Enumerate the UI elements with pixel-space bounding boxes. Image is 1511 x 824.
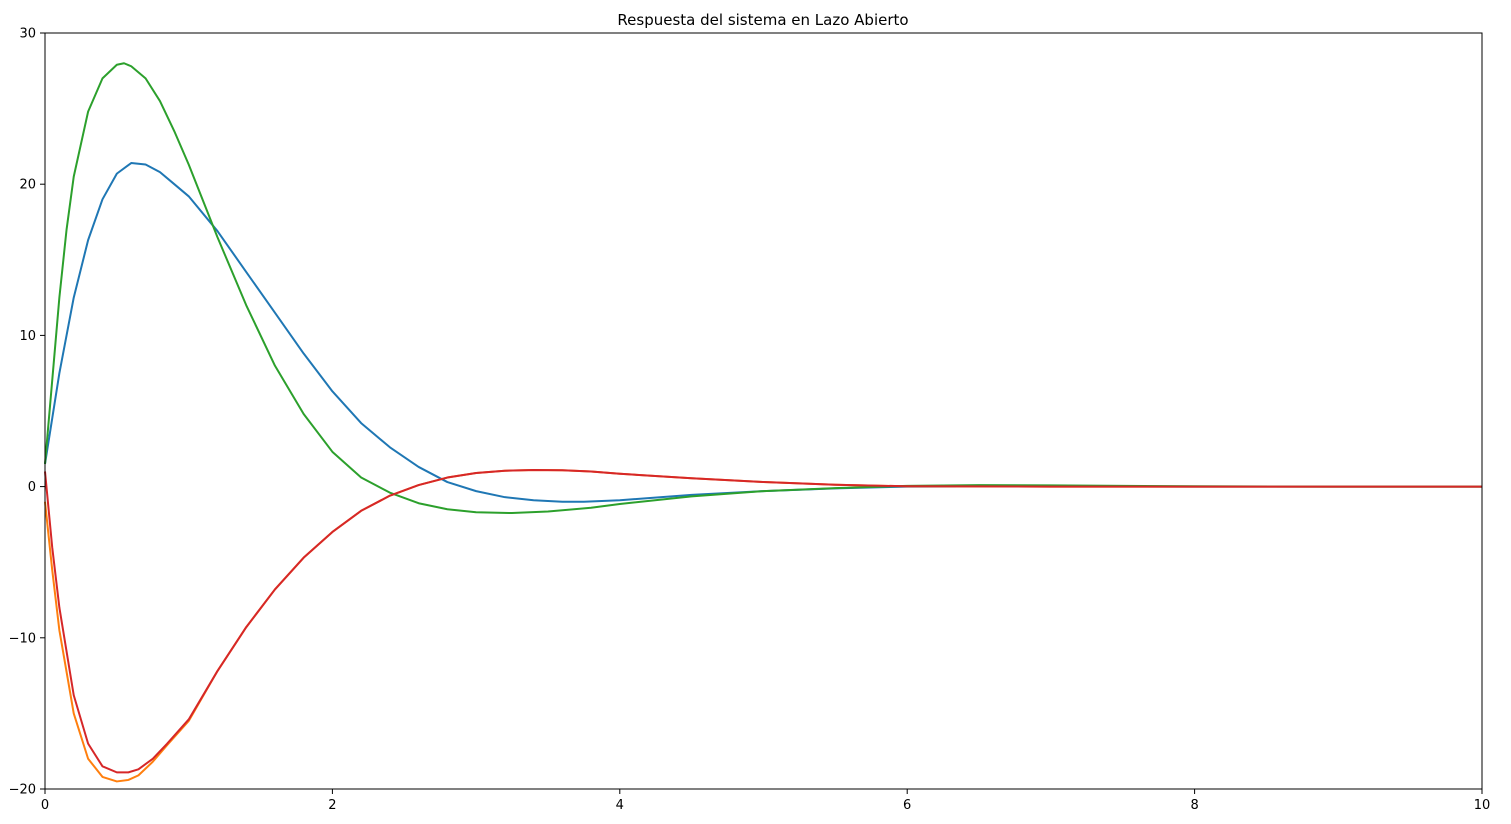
x-tick-label: 10 [1474, 798, 1491, 813]
x-axis-ticks: 0 2 4 6 8 10 [41, 789, 1490, 813]
x-tick-label: 8 [1190, 798, 1198, 813]
series-line-4 [44, 468, 1482, 774]
y-tick-label: −10 [9, 631, 36, 646]
y-tick-label: 30 [19, 27, 36, 42]
series-line-3 [44, 62, 1482, 515]
y-tick-label: −20 [9, 783, 36, 798]
plot-frame [44, 32, 1483, 790]
chart-title: Respuesta del sistema en Lazo Abierto [617, 11, 908, 29]
x-tick-label: 6 [903, 798, 911, 813]
x-tick-label: 4 [616, 798, 624, 813]
x-tick-label: 0 [41, 798, 49, 813]
series-layer [44, 62, 1482, 783]
series-line-1 [44, 162, 1482, 503]
series-line-2 [44, 468, 1482, 783]
y-tick-label: 10 [19, 329, 36, 344]
y-tick-label: 0 [28, 480, 36, 495]
y-axis-ticks: −20 −10 0 10 20 30 [9, 27, 45, 798]
x-tick-label: 2 [328, 798, 336, 813]
y-tick-label: 20 [19, 178, 36, 193]
